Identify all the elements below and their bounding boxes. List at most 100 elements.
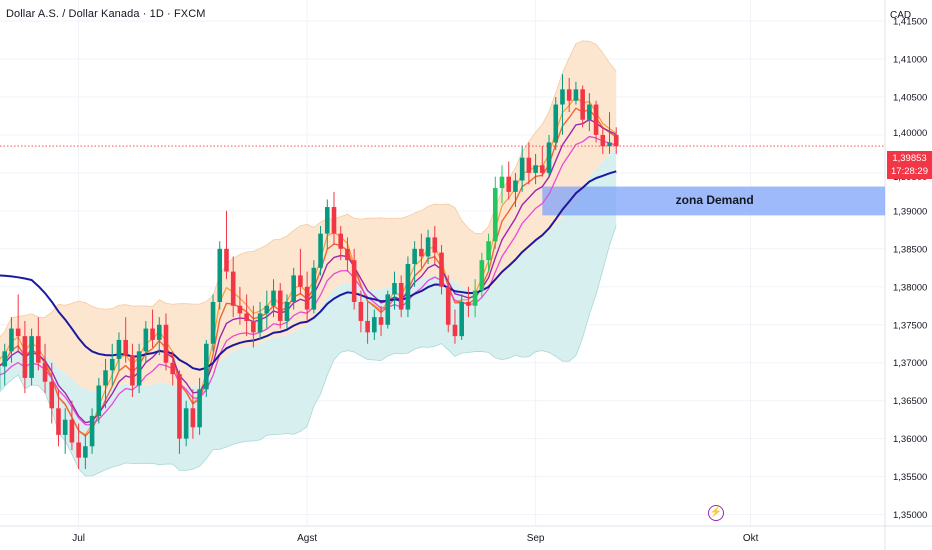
candle-body: [123, 339, 128, 356]
candle-body: [499, 176, 505, 189]
candle-body: [351, 260, 357, 302]
symbol-title[interactable]: Dollar A.S. / Dollar Kanada · 1D · FXCM: [6, 8, 206, 20]
candle-body: [419, 248, 424, 257]
candle-body: [62, 419, 68, 435]
candle-body: [143, 328, 149, 352]
candle-body: [96, 385, 102, 416]
candle-body: [83, 446, 88, 458]
candle-body: [49, 381, 55, 409]
candle-body: [412, 248, 417, 264]
candle-body: [358, 301, 364, 321]
candle-body: [506, 176, 512, 192]
candle-body: [398, 282, 404, 310]
last-price-value: 1,39853: [892, 153, 927, 164]
demand-zone[interactable]: [542, 186, 885, 216]
candle-body: [210, 301, 216, 344]
candle-body: [513, 180, 518, 192]
candle-body: [613, 134, 619, 147]
candle-body: [277, 290, 283, 321]
candle-body: [425, 237, 431, 257]
candle-body: [284, 301, 290, 321]
candle-body: [560, 89, 565, 105]
countdown-timer: 17:28:29: [891, 166, 928, 177]
candle-body: [378, 317, 384, 325]
candle-body: [452, 324, 458, 337]
currency-label[interactable]: CAD: [890, 10, 912, 21]
candles: [0, 74, 619, 470]
candle-body: [405, 264, 411, 310]
candle-body: [392, 282, 397, 295]
price-tick-label: 1,38000: [893, 282, 927, 293]
lightning-bolt-icon[interactable]: ⚡: [708, 505, 724, 521]
time-tick-label: Jul: [72, 533, 85, 544]
candle-body: [593, 104, 599, 135]
band-lower-line: [0, 225, 617, 477]
candle-body: [304, 286, 310, 310]
candle-body: [230, 271, 236, 306]
candle-body: [587, 104, 592, 120]
ma-slow-line: [0, 170, 617, 371]
candle-body: [385, 294, 391, 325]
price-tick-label: 1,40000: [893, 128, 927, 139]
candle-body: [237, 305, 243, 314]
candle-body: [573, 89, 579, 101]
candle-body: [163, 324, 169, 363]
candle-body: [156, 324, 162, 340]
candle-body: [318, 233, 323, 268]
candle-body: [22, 336, 28, 378]
candle-body: [298, 275, 303, 287]
price-tick-label: 1,41500: [893, 16, 927, 27]
band-upper-line: [0, 40, 617, 338]
price-tick-label: 1,37000: [893, 358, 927, 369]
candle-body: [183, 408, 189, 439]
price-tick-label: 1,41000: [893, 54, 927, 65]
candle-body: [197, 389, 202, 428]
candle-body: [9, 328, 14, 352]
price-tick-label: 1,38500: [893, 244, 927, 255]
time-tick-label: Okt: [743, 533, 759, 544]
last-price-tag: 1,39853 17:28:29: [887, 151, 932, 179]
candle-body: [291, 275, 296, 302]
candle-body: [190, 408, 196, 428]
candle-body: [244, 313, 249, 321]
candle-body: [479, 260, 485, 291]
candle-body: [42, 362, 48, 382]
candle-body: [492, 188, 498, 242]
candle-body: [553, 104, 559, 143]
candle-body: [130, 355, 135, 386]
time-axis[interactable]: JulAgstSepOktNov: [72, 533, 932, 544]
demand-zone-rect: [542, 186, 885, 216]
time-tick-label: Sep: [527, 533, 545, 544]
candle-body: [76, 442, 81, 458]
candle-body: [150, 328, 155, 340]
candle-body: [109, 358, 115, 371]
candle-body: [519, 157, 525, 181]
candle-body: [372, 317, 377, 333]
candle-body: [540, 165, 545, 173]
time-tick-label: Agst: [297, 533, 317, 544]
price-tick-label: 1,37500: [893, 320, 927, 331]
price-tick-label: 1,40500: [893, 92, 927, 103]
price-tick-label: 1,35500: [893, 472, 927, 483]
candle-body: [264, 305, 270, 314]
candle-body: [56, 408, 61, 435]
candle-body: [136, 351, 142, 386]
candle-body: [331, 207, 337, 234]
candle-body: [204, 343, 209, 390]
candle-body: [89, 415, 95, 447]
price-axis[interactable]: 1,35000 1,35500 1,36000 1,36500 1,37000 1,375…: [893, 16, 927, 521]
candle-body: [546, 142, 552, 173]
candle-body: [224, 248, 229, 272]
candle-body: [217, 248, 223, 302]
price-tick-label: 1,35000: [893, 510, 927, 521]
candle-body: [472, 290, 478, 306]
candle-body: [338, 233, 344, 249]
candle-body: [116, 339, 122, 359]
candle-body: [15, 328, 21, 337]
candle-body: [324, 207, 330, 234]
price-tick-label: 1,36000: [893, 434, 927, 445]
price-tick-label: 1,39000: [893, 206, 927, 217]
candle-body: [311, 267, 317, 310]
price-tick-label: 1,36500: [893, 396, 927, 407]
